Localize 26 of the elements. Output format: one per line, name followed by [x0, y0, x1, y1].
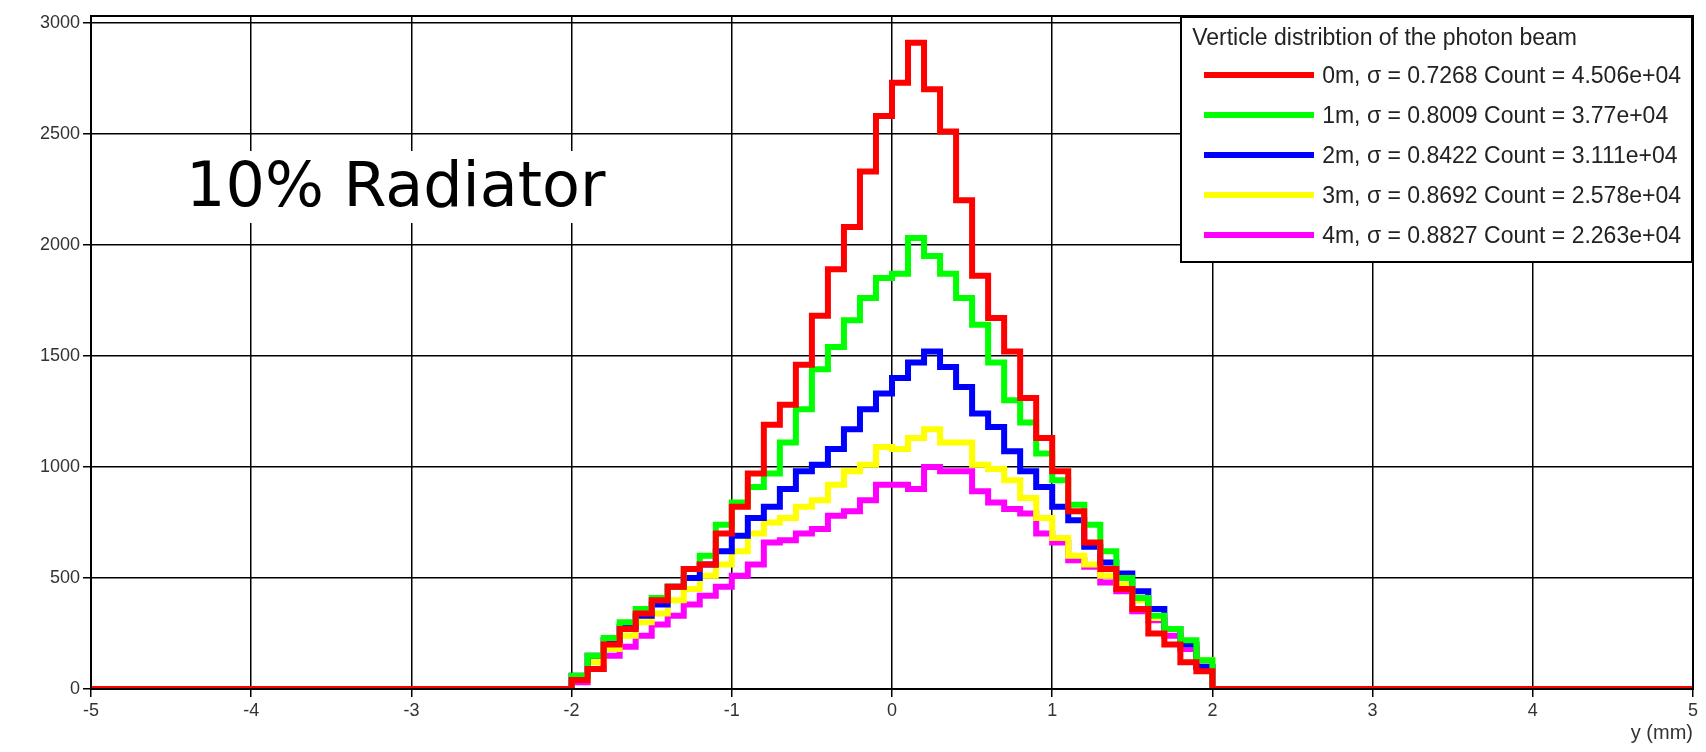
x-axis-title: y (mm)	[1630, 721, 1693, 743]
x-tick-label: 0	[886, 699, 898, 720]
x-tick-label: 3	[1367, 699, 1378, 720]
y-tick-label: 500	[49, 566, 80, 587]
x-tick-label: -4	[243, 699, 260, 720]
y-tick-label: 2000	[39, 233, 80, 254]
y-tick-label: 3000	[39, 11, 80, 32]
x-tick-label: -1	[723, 699, 740, 720]
x-tick-label: -3	[403, 699, 420, 720]
annotation: 10% Radiator	[186, 148, 607, 221]
legend-label: 2m, σ = 0.8422 Count = 3.111e+04	[1322, 141, 1678, 169]
legend-label: 0m, σ = 0.7268 Count = 4.506e+04	[1322, 61, 1681, 89]
legend-title: Verticle distribtion of the photon beam	[1192, 24, 1579, 51]
legend-label: 4m, σ = 0.8827 Count = 2.263e+04	[1322, 221, 1681, 249]
y-tick-label: 0	[69, 677, 80, 698]
x-tick-label: -5	[82, 699, 100, 720]
y-tick-label: 1000	[39, 455, 80, 476]
x-tick-label: 1	[1047, 699, 1058, 720]
legend-label: 3m, σ = 0.8692 Count = 2.578e+04	[1322, 181, 1681, 209]
legend-label: 1m, σ = 0.8009 Count = 3.77e+04	[1322, 101, 1669, 129]
y-tick-label: 2500	[39, 122, 80, 143]
x-tick-label: 4	[1527, 699, 1538, 720]
x-tick-label: 5	[1687, 699, 1699, 720]
x-tick-label: 2	[1207, 699, 1218, 720]
x-tick-label: -2	[563, 699, 580, 720]
y-tick-label: 1500	[39, 344, 80, 365]
